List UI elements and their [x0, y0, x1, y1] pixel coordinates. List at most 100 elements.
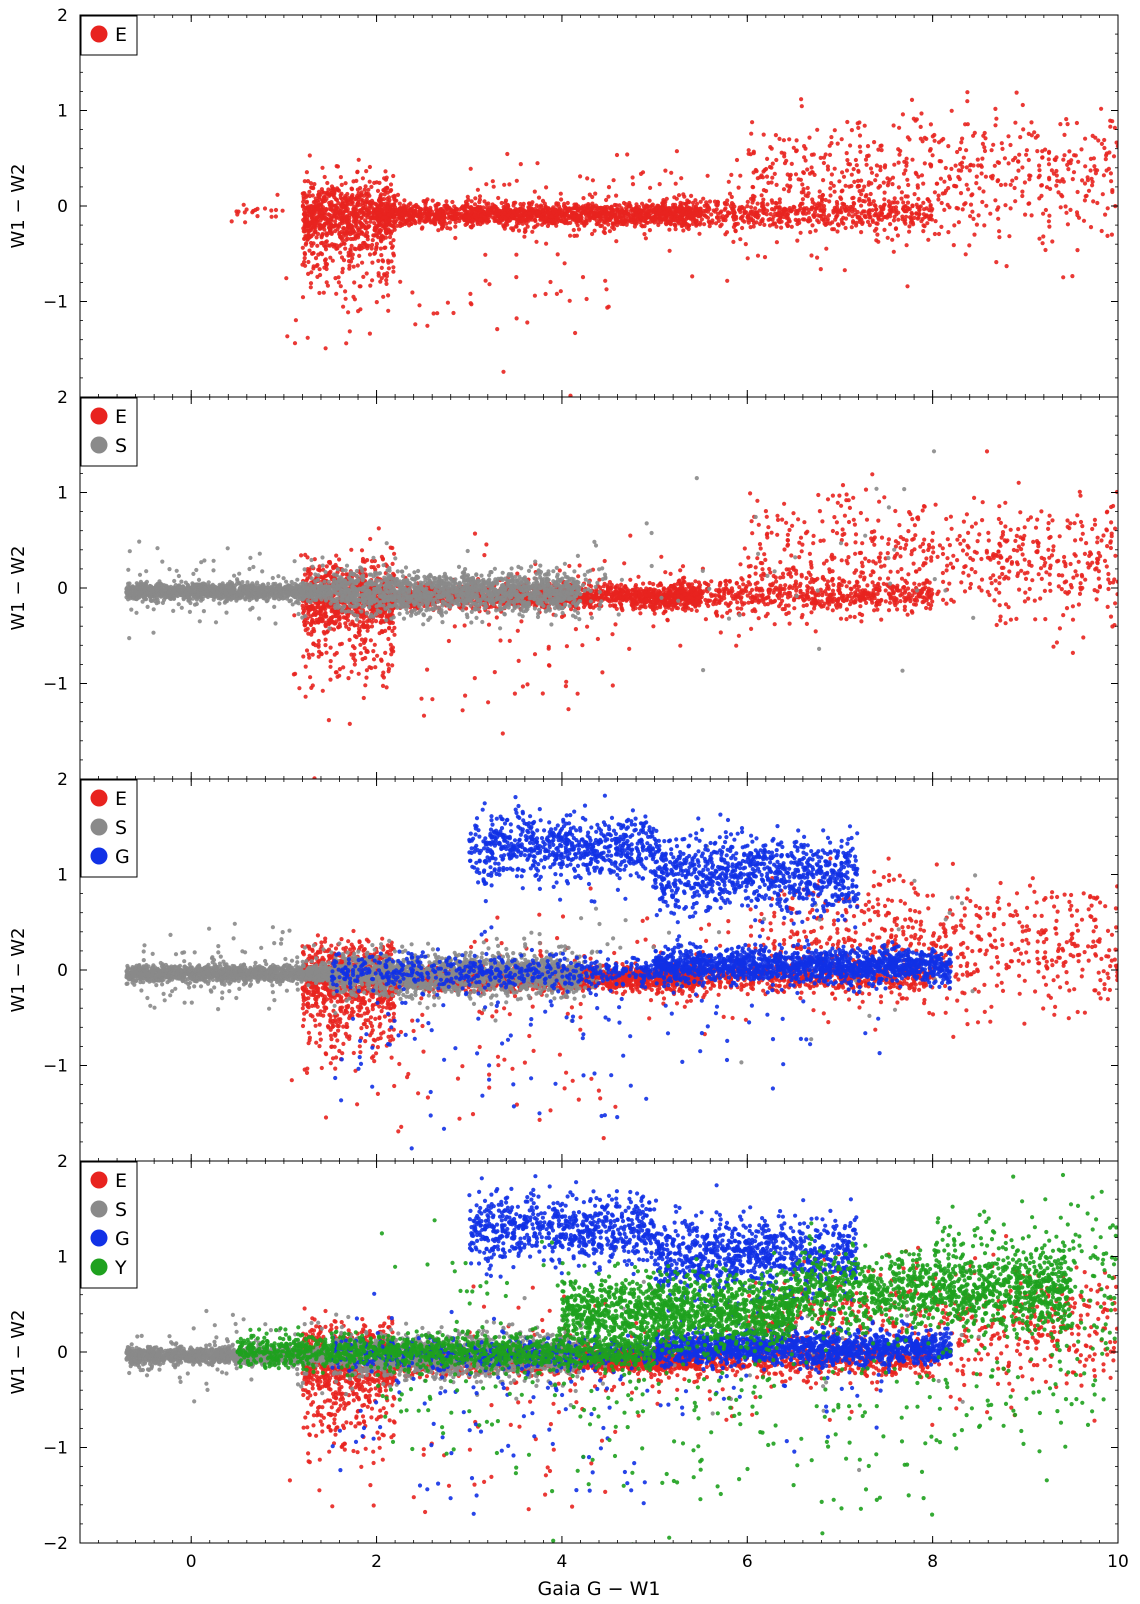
point-E — [1114, 140, 1118, 145]
point-E — [468, 291, 473, 296]
point-E — [967, 243, 972, 248]
point-E — [782, 151, 787, 156]
point-E — [307, 228, 312, 233]
point-E — [344, 341, 349, 346]
point-E — [805, 185, 810, 191]
point-E — [970, 192, 975, 197]
point-E — [368, 283, 373, 288]
point-E — [374, 202, 379, 207]
point-E — [679, 176, 684, 181]
point-E — [751, 218, 756, 223]
point-E — [598, 205, 604, 210]
point-E — [982, 145, 987, 150]
point-E — [468, 166, 473, 171]
point-E — [457, 207, 462, 212]
point-E — [964, 182, 969, 187]
point-E — [964, 148, 969, 153]
point-E — [1091, 199, 1096, 204]
point-E — [390, 244, 395, 249]
point-E — [713, 209, 718, 214]
point-E — [373, 619, 379, 624]
point-E — [794, 149, 799, 154]
point-E — [343, 246, 348, 251]
point-E — [1099, 228, 1104, 234]
point-E — [361, 232, 366, 237]
point-E — [772, 171, 777, 176]
point-E — [928, 162, 933, 167]
point-E — [751, 185, 756, 190]
point-E — [685, 198, 690, 203]
point-E — [1037, 163, 1042, 168]
point-E — [352, 204, 357, 209]
point-E — [554, 216, 559, 221]
point-E — [677, 208, 682, 213]
legend: E — [80, 15, 138, 56]
point-E — [794, 138, 799, 143]
point-E — [499, 200, 504, 206]
point-E — [803, 158, 808, 163]
point-E — [1029, 120, 1034, 125]
series-E — [291, 449, 1118, 779]
point-E — [972, 232, 977, 237]
point-E — [755, 201, 760, 206]
point-E — [587, 192, 592, 197]
point-E — [768, 212, 773, 217]
point-E — [611, 178, 616, 183]
point-E — [858, 149, 863, 154]
point-E — [574, 203, 579, 208]
point-E — [361, 240, 366, 246]
point-E — [930, 153, 935, 158]
point-E — [809, 253, 814, 258]
point-E — [876, 239, 881, 244]
point-E — [315, 243, 320, 248]
point-E — [797, 220, 802, 225]
point-E — [320, 165, 325, 170]
point-E — [514, 224, 519, 229]
point-E — [338, 284, 343, 289]
point-E — [592, 228, 597, 233]
point-E — [505, 222, 510, 227]
point-E — [897, 125, 902, 130]
point-E — [333, 276, 338, 281]
point-E — [379, 223, 385, 229]
point-E — [1016, 159, 1021, 164]
point-E — [284, 276, 289, 281]
point-E — [532, 293, 538, 298]
point-E — [532, 189, 537, 194]
point-E — [1007, 234, 1012, 239]
point-E — [364, 243, 369, 248]
point-E — [549, 214, 554, 219]
point-E — [462, 208, 467, 213]
point-E — [919, 173, 925, 178]
point-E — [930, 206, 935, 212]
point-E — [602, 205, 608, 210]
point-E — [835, 202, 840, 207]
point-E — [823, 197, 828, 203]
point-E — [522, 229, 528, 234]
point-E — [761, 197, 766, 202]
point-E — [530, 200, 535, 205]
point-E — [302, 207, 307, 212]
point-E — [810, 223, 815, 228]
point-E — [835, 141, 840, 146]
point-E — [970, 209, 975, 214]
point-E — [996, 216, 1001, 221]
point-E — [765, 156, 770, 161]
point-E — [709, 212, 714, 217]
point-E — [777, 136, 782, 141]
point-E — [435, 209, 440, 214]
point-E — [451, 310, 456, 316]
point-E — [302, 252, 308, 257]
point-E — [603, 208, 609, 213]
point-E — [551, 205, 556, 210]
point-E — [367, 164, 372, 170]
point-E — [376, 258, 381, 263]
point-E — [890, 182, 895, 187]
point-E — [965, 99, 970, 104]
point-E — [402, 198, 407, 203]
point-E — [707, 207, 712, 212]
point-E — [1027, 173, 1032, 178]
point-E — [317, 267, 322, 272]
point-E — [932, 138, 937, 143]
point-E — [956, 220, 962, 225]
